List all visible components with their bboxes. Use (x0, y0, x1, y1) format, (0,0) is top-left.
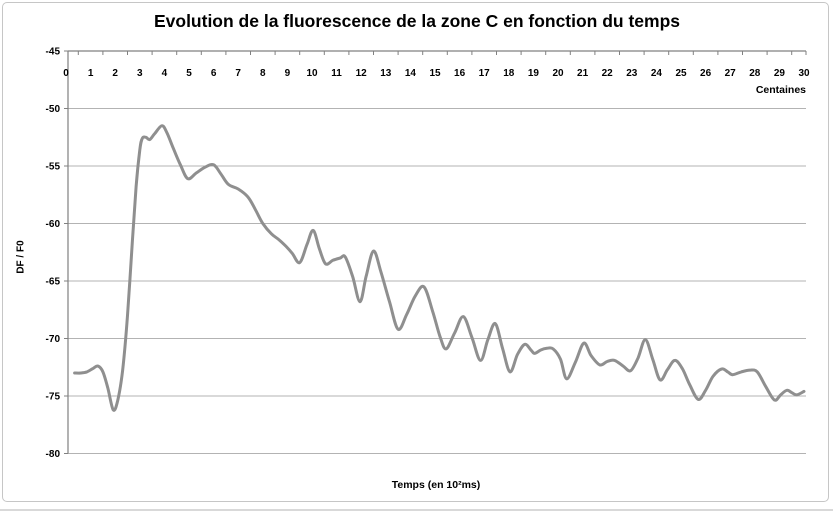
x-tick-label: 8 (260, 68, 266, 79)
x-tick-label: 1 (88, 68, 94, 79)
x-tick-label: 18 (503, 68, 515, 79)
x-tick-label: 20 (552, 68, 564, 79)
x-tick-label: 7 (235, 68, 241, 79)
x-tick-label: 17 (479, 68, 491, 79)
x-axis-unit-label: Centaines (755, 84, 806, 96)
x-tick-label: 12 (356, 68, 368, 79)
x-tick-label: 4 (162, 68, 168, 79)
y-tick-labels: -45 -50 -55 -60 -65 -70 -75 -80 (46, 47, 61, 461)
y-tick-label: -80 (46, 449, 61, 460)
y-tick-label: -45 (46, 47, 61, 58)
x-tick-label: 29 (774, 68, 786, 79)
x-tick-label: 2 (112, 68, 118, 79)
x-tick-label: 16 (454, 68, 466, 79)
y-tick-label: -60 (46, 219, 61, 230)
x-tick-label: 15 (429, 68, 441, 79)
x-tick-label: 13 (380, 68, 392, 79)
window-bottom-edge (0, 509, 833, 511)
y-tick-label: -50 (46, 104, 61, 115)
y-tick-label: -75 (46, 392, 61, 403)
x-tick-label: 10 (306, 68, 318, 79)
y-tick-marks (64, 50, 68, 454)
series-line (73, 124, 806, 412)
x-tick-label: 26 (700, 68, 712, 79)
x-tick-label: 24 (651, 68, 663, 79)
y-tick-label: -65 (46, 277, 61, 288)
x-tick-label: 30 (798, 68, 810, 79)
x-tick-label: 6 (211, 68, 217, 79)
chart-title: Evolution de la fluorescence de la zone … (153, 11, 681, 31)
x-tick-label: 11 (331, 68, 342, 79)
x-tick-label: 22 (602, 68, 614, 79)
x-tick-label: 27 (725, 68, 737, 79)
x-tick-label: 23 (626, 68, 638, 79)
y-tick-label: -70 (46, 334, 61, 345)
x-tick-label: 0 (63, 68, 69, 79)
x-tick-label: 28 (749, 68, 761, 79)
x-axis-title: Temps (en 10²ms) (391, 479, 481, 491)
x-tick-label: 21 (577, 68, 589, 79)
x-tick-label: 19 (528, 68, 540, 79)
x-tick-label: 5 (186, 68, 192, 79)
x-tick-label: 9 (285, 68, 291, 79)
gridlines (68, 108, 806, 454)
x-tick-label: 25 (675, 68, 687, 79)
y-tick-label: -55 (46, 162, 61, 173)
x-tick-label: 14 (405, 68, 417, 79)
figure-border (2, 2, 829, 502)
x-tick-marks (67, 51, 807, 55)
x-tick-labels: 0 1 2 3 4 5 6 7 8 9 10 11 12 13 14 15 16 17 18 19 20 21 22 23 24… (63, 68, 810, 79)
fluorescence-curve (73, 124, 806, 412)
x-tick-label: 3 (137, 68, 143, 79)
